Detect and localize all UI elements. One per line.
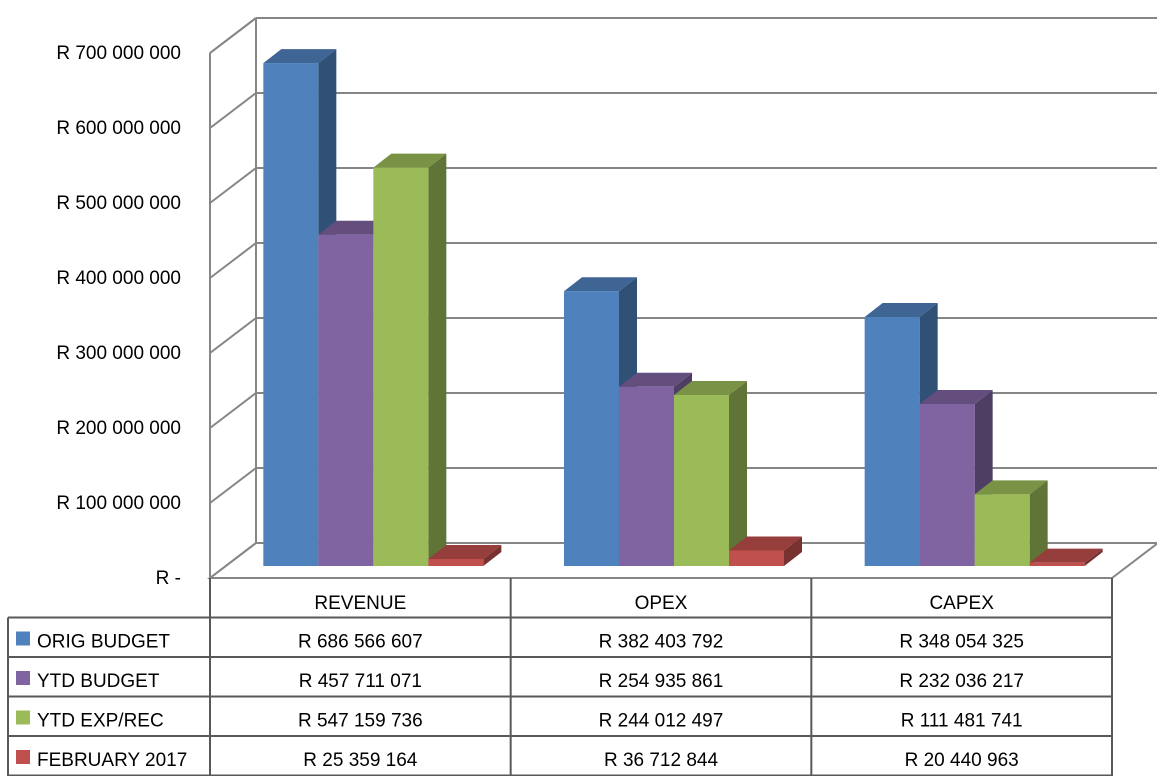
bar-ytd-exp-rec-opex-top — [674, 380, 747, 395]
table-cell-value: R 25 359 164 — [303, 750, 418, 771]
table-cell-value: R 36 712 844 — [604, 750, 719, 771]
bar-orig-budget-revenue — [263, 63, 319, 567]
bar-february-2017-revenue — [428, 558, 484, 566]
bar-ytd-budget-capex — [919, 403, 975, 566]
gridline-side — [209, 392, 257, 429]
table-cell-value: R 20 440 963 — [905, 750, 1019, 771]
bar-february-2017-capex-side — [1084, 548, 1103, 566]
bar-february-2017-opex-top — [729, 536, 802, 551]
bar-orig-budget-revenue-top — [263, 49, 337, 64]
gridline-side — [209, 92, 257, 129]
bar-ytd-budget-revenue-top — [318, 220, 392, 235]
legend-label: FEBRUARY 2017 — [37, 750, 187, 771]
table-cell-value: R 254 935 861 — [599, 671, 724, 692]
bar-orig-budget-capex — [864, 316, 920, 566]
legend-key-orig-budget — [16, 631, 30, 646]
y-tick-label: R 700 000 000 — [56, 43, 181, 64]
y-tick-label: R 100 000 000 — [56, 493, 181, 514]
bar-orig-budget-opex — [564, 291, 619, 566]
y-tick-label: R 400 000 000 — [56, 268, 181, 289]
bar-february-2017-opex — [729, 550, 784, 566]
bar-ytd-exp-rec-opex — [674, 394, 729, 566]
bar-february-2017-opex-side — [784, 536, 802, 566]
table-cell-value: R 686 566 607 — [298, 632, 423, 653]
table-header-revenue: REVENUE — [314, 593, 406, 614]
bar-february-2017-revenue-side — [483, 544, 502, 566]
gridline-side — [209, 242, 257, 279]
table-cell-value: R 111 481 741 — [901, 711, 1023, 732]
legend-key-ytd-exp-rec — [16, 710, 30, 725]
bar-february-2017-revenue-top — [428, 544, 502, 559]
gridline-side — [209, 17, 257, 54]
table-header-capex: CAPEX — [929, 593, 994, 614]
bar-ytd-budget-revenue — [318, 234, 374, 567]
table-cell-value: R 232 036 217 — [899, 671, 1024, 692]
legend-label: YTD EXP/REC — [37, 711, 164, 732]
bar-ytd-budget-capex-top — [919, 389, 993, 404]
legend-key-february-2017 — [16, 750, 30, 764]
bar-ytd-exp-rec-revenue — [373, 167, 429, 567]
table-cell-value: R 382 403 792 — [599, 632, 724, 653]
y-tick-label: R 600 000 000 — [56, 118, 181, 139]
gridline-side — [209, 317, 257, 354]
bar-ytd-budget-opex — [619, 386, 674, 566]
y-tick-label: R - — [156, 568, 181, 589]
gridline-side — [209, 167, 257, 204]
bar-february-2017-capex — [1029, 562, 1085, 566]
bar-ytd-exp-rec-opex-side — [729, 380, 747, 566]
table-cell-value: R 547 159 736 — [298, 711, 423, 732]
bar-ytd-exp-rec-capex-side — [1029, 480, 1048, 566]
bar-ytd-budget-opex-top — [619, 372, 692, 387]
y-tick-label: R 500 000 000 — [56, 193, 181, 214]
gridline-side — [209, 467, 257, 504]
table-cell-value: R 457 711 071 — [299, 671, 422, 692]
bar-ytd-exp-rec-capex — [974, 494, 1030, 566]
y-tick-label: R 200 000 000 — [56, 418, 181, 439]
table-cell-value: R 348 054 325 — [899, 632, 1024, 653]
bar-ytd-exp-rec-capex-top — [974, 480, 1048, 495]
legend-label: ORIG BUDGET — [37, 632, 170, 653]
legend-label: YTD BUDGET — [37, 671, 160, 692]
bar-february-2017-capex-top — [1029, 548, 1103, 563]
table-header-opex: OPEX — [635, 593, 688, 614]
table-cell-value: R 244 012 497 — [599, 711, 724, 732]
bar-ytd-exp-rec-revenue-top — [373, 153, 447, 168]
bar-orig-budget-opex-top — [564, 277, 637, 292]
bar-orig-budget-capex-top — [864, 302, 938, 317]
y-tick-label: R 300 000 000 — [56, 343, 181, 364]
bar-ytd-exp-rec-revenue-side — [428, 153, 447, 567]
legend-key-ytd-budget — [16, 671, 30, 685]
